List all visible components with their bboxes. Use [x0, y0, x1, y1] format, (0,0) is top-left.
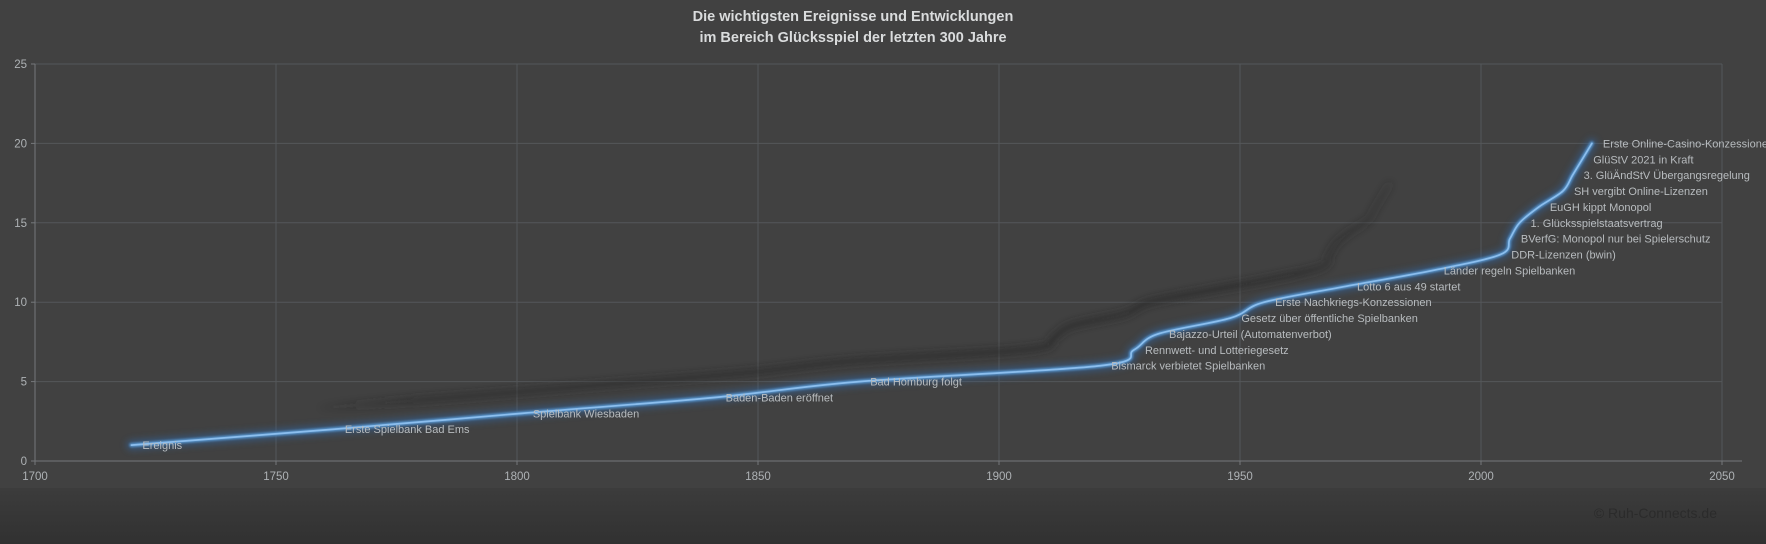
- axes: [31, 63, 1742, 465]
- gridlines: [35, 63, 1723, 461]
- x-tick-label: 1900: [986, 471, 1012, 483]
- event-label: Bismarck verbietet Spielbanken: [1111, 361, 1265, 373]
- line-core-stroke: [130, 142, 1593, 446]
- x-tick-label: 1850: [745, 471, 771, 483]
- y-tick-label: 0: [21, 456, 27, 468]
- event-label: Gesetz über öffentliche Spielbanken: [1241, 313, 1418, 325]
- event-label: Ereignis: [142, 440, 182, 452]
- event-label: Erste Nachkriegs-Konzessionen: [1275, 297, 1432, 309]
- x-tick-label: 2050: [1709, 471, 1735, 483]
- y-axis-labels: 0 5 10 15 20 25: [14, 59, 27, 468]
- chart-title-line1: Die wichtigsten Ereignisse und Entwicklu…: [693, 9, 1014, 25]
- x-tick-label: 1800: [504, 471, 530, 483]
- x-tick-label: 1950: [1227, 471, 1253, 483]
- footer-band: [0, 488, 1766, 544]
- y-tick-label: 20: [14, 138, 27, 150]
- event-label: 3. GlüÄndStV Übergangsregelung: [1584, 170, 1750, 182]
- event-label: BVerfG: Monopol nur bei Spielerschutz: [1521, 234, 1711, 246]
- y-tick-label: 15: [14, 218, 27, 230]
- chart-title-line2: im Bereich Glücksspiel der letzten 300 J…: [699, 30, 1006, 46]
- event-label: Baden-Baden eröffnet: [726, 392, 833, 404]
- x-axis-labels: 1700 1750 1800 1850 1900 1950 2000 2050: [22, 471, 1735, 483]
- event-label: 1. Glücksspielstaatsvertrag: [1531, 218, 1663, 230]
- data-labels: Ereignis Erste Spielbank Bad Ems Spielbank…: [142, 138, 1766, 452]
- timeline-line: [126, 138, 1597, 451]
- shadow-curve: [317, 182, 1392, 411]
- event-label: SH vergibt Online-Lizenzen: [1574, 186, 1708, 198]
- x-tick-label: 2000: [1468, 471, 1494, 483]
- copyright-watermark: © Ruh-Connects.de: [1594, 505, 1717, 521]
- event-label: Lotto 6 aus 49 startet: [1357, 281, 1460, 293]
- event-label: Spielbank Wiesbaden: [533, 408, 639, 420]
- x-tick-label: 1700: [22, 471, 48, 483]
- event-label: Erste Online-Casino-Konzessionen: [1603, 138, 1766, 150]
- event-label: EuGH kippt Monopol: [1550, 202, 1652, 214]
- event-label: Bad Homburg folgt: [870, 377, 962, 389]
- x-tick-label: 1750: [263, 471, 289, 483]
- event-label: Länder regeln Spielbanken: [1444, 265, 1576, 277]
- event-label: GlüStV 2021 in Kraft: [1593, 154, 1693, 166]
- y-tick-label: 5: [21, 377, 27, 389]
- y-tick-label: 10: [14, 297, 27, 309]
- event-label: DDR-Lizenzen (bwin): [1511, 250, 1616, 262]
- event-label: Erste Spielbank Bad Ems: [345, 424, 470, 436]
- line-shadow: [317, 182, 1392, 411]
- event-label: Bajazzo-Urteil (Automatenverbot): [1169, 329, 1332, 341]
- event-label: Rennwett- und Lotteriegesetz: [1145, 345, 1289, 357]
- y-tick-label: 25: [14, 59, 27, 71]
